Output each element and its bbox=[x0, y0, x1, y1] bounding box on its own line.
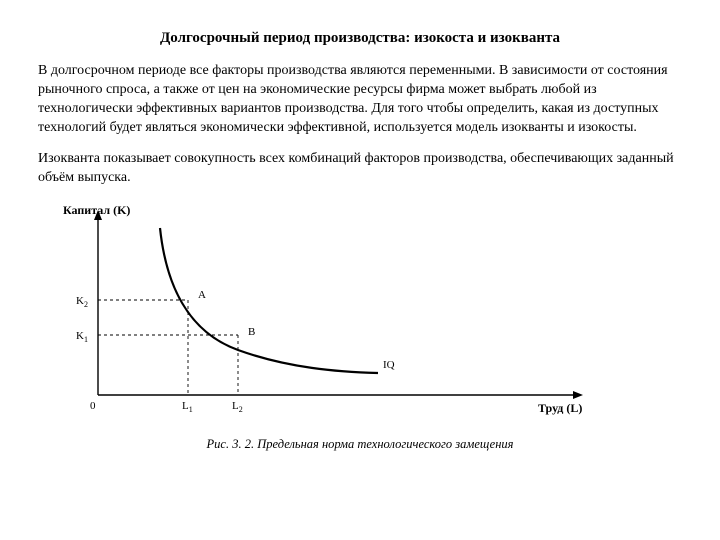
origin-label: 0 bbox=[90, 400, 96, 412]
paragraph-1: В долгосрочном периоде все факторы произ… bbox=[38, 62, 682, 138]
tick-l2: L2 bbox=[232, 400, 243, 414]
tick-k2: K2 bbox=[76, 295, 88, 309]
x-axis-arrow bbox=[573, 391, 583, 399]
tick-l1: L1 bbox=[182, 400, 193, 414]
page-title: Долгосрочный период производства: изокос… bbox=[38, 28, 682, 48]
figure-caption: Рис. 3. 2. Предельная норма технологичес… bbox=[38, 436, 682, 453]
y-axis-label: Капитал (K) bbox=[63, 203, 130, 217]
curve-label: IQ bbox=[383, 359, 395, 371]
isoquant-chart: Капитал (K) Труд (L) 0 K2 K1 L1 L2 A B I… bbox=[38, 200, 598, 430]
isoquant-curve bbox=[160, 228, 378, 373]
point-b-label: B bbox=[248, 326, 255, 338]
point-a-label: A bbox=[198, 289, 206, 301]
tick-k1: K1 bbox=[76, 330, 88, 344]
x-axis-label: Труд (L) bbox=[538, 401, 582, 415]
paragraph-2: Изокванта показывает совокупность всех к… bbox=[38, 150, 682, 188]
